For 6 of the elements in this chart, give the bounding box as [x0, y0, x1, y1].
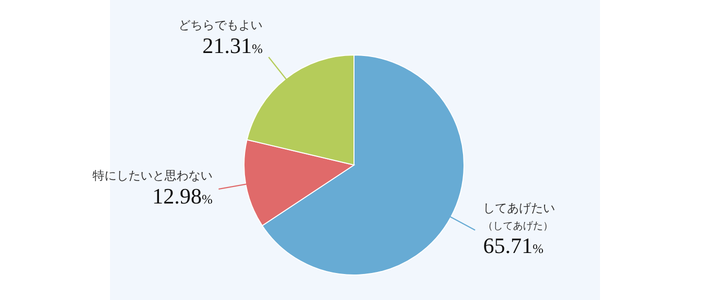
slice-label: してあげたい（してあげた）: [483, 201, 556, 232]
slice-label: 特にしたいと思わない: [92, 168, 213, 183]
data-label: 21.31%: [202, 33, 263, 58]
data-label: 12.98%: [152, 184, 213, 209]
slice-label: どちらでもよい: [178, 18, 263, 32]
data-label: 65.71%: [483, 233, 544, 258]
